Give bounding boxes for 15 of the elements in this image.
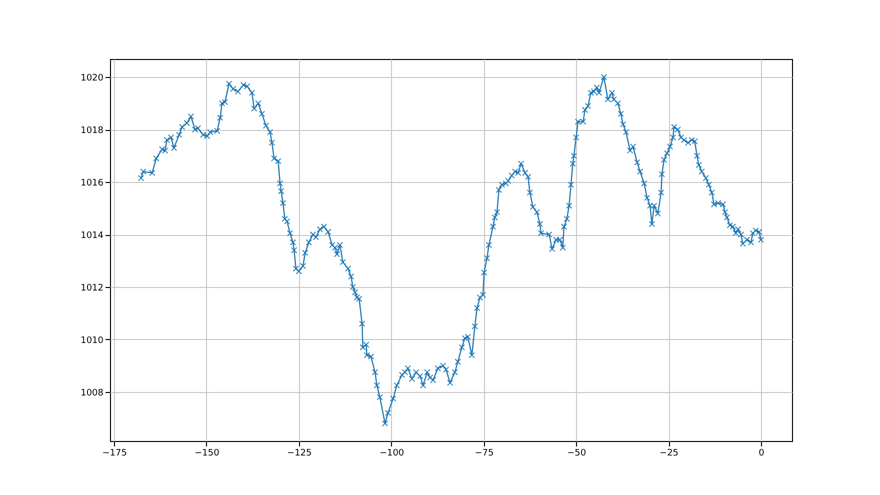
x-tick-label: −150 [194,448,220,458]
y-tick-label: 1014 [80,231,104,242]
x-tick-label: −175 [102,448,127,458]
x-tick-label: −75 [474,448,494,458]
x-tick-label: 0 [758,448,765,458]
y-tick-label: 1016 [80,178,104,189]
y-tick-label: 1018 [80,126,104,136]
x-tick-label: −125 [287,448,312,458]
x-tick-label: −25 [660,448,679,458]
y-tick-label: 1020 [80,74,104,84]
y-tick-label: 1008 [80,388,104,398]
x-tick-label: −100 [379,448,404,458]
y-tick-label: 1012 [80,283,104,294]
y-tick-label: 1010 [80,336,104,346]
x-tick-label: −50 [567,448,586,458]
